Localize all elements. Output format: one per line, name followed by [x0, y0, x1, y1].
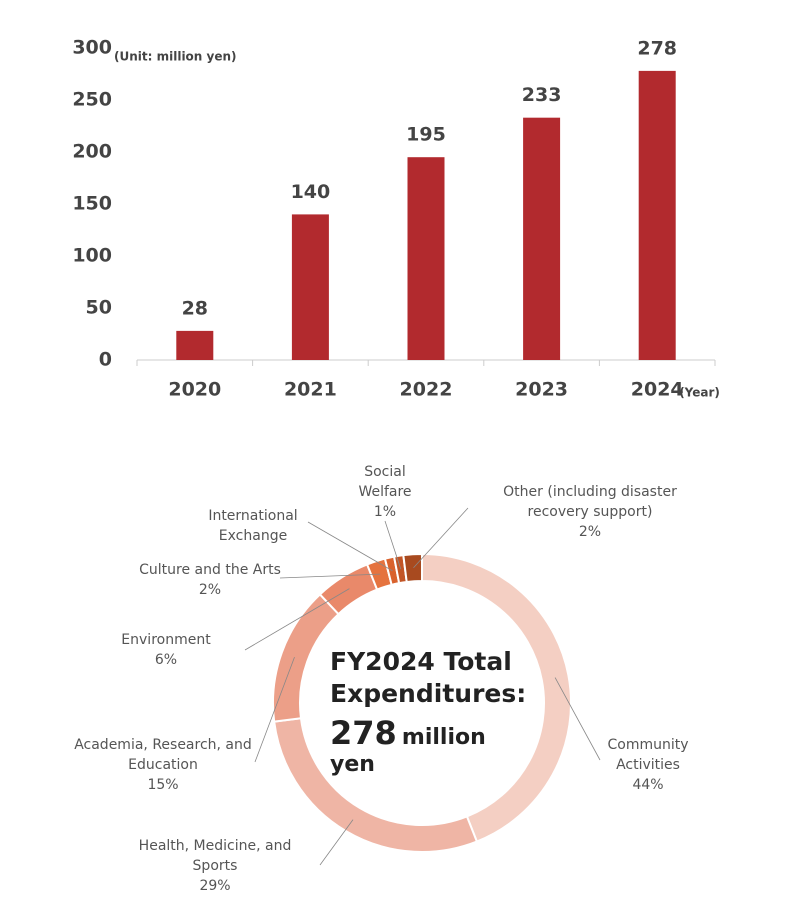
- slice-label: Community Activities 44%: [593, 735, 703, 795]
- slice-label: Culture and the Arts 2%: [125, 560, 295, 600]
- center-total: 278 million yen: [330, 714, 530, 777]
- unit-label: (Unit: million yen): [114, 50, 237, 64]
- percent-label: 15%: [147, 777, 179, 793]
- slice-label: International Exchange: [198, 506, 308, 546]
- category-label: Other (including disaster recovery suppo…: [503, 484, 677, 520]
- x-tick-label: 2022: [400, 379, 453, 401]
- percent-label: 2%: [578, 524, 602, 540]
- center-title: FY2024 Total Expenditures:: [330, 647, 527, 708]
- leader-line: [279, 573, 381, 579]
- leader-line: [554, 677, 601, 761]
- slice-label: Academia, Research, and Education 15%: [68, 735, 258, 795]
- slice-label: Social Welfare 1%: [350, 462, 420, 522]
- x-tick-label: 2023: [515, 379, 568, 401]
- value-label: 140: [291, 181, 331, 203]
- category-label: Health, Medicine, and Sports: [138, 838, 292, 874]
- value-label: 233: [522, 84, 562, 106]
- percent-label: 2%: [198, 582, 222, 598]
- x-unit-label: (Year): [679, 386, 720, 400]
- bar: [523, 117, 561, 361]
- x-tick-label: 2024: [631, 379, 684, 401]
- percent-label: 6%: [154, 652, 178, 668]
- donut-slice: [402, 552, 423, 584]
- donut-slice: [272, 592, 340, 723]
- value-label: 278: [637, 37, 677, 59]
- y-tick-label: 0: [99, 349, 112, 371]
- total-unit: million yen: [330, 725, 486, 777]
- category-label: Academia, Research, and Education: [74, 737, 252, 773]
- y-tick-label: 200: [72, 141, 112, 163]
- percent-label: 44%: [632, 777, 664, 793]
- category-label: Environment: [121, 632, 211, 648]
- bar: [638, 70, 676, 360]
- category-label: Community Activities: [607, 737, 689, 773]
- total-value: 278: [330, 714, 397, 752]
- bar: [176, 330, 214, 360]
- y-tick-label: 300: [72, 37, 112, 59]
- y-tick-label: 150: [72, 193, 112, 215]
- leader-line: [384, 520, 402, 570]
- leader-line: [307, 521, 393, 572]
- value-label: 28: [182, 297, 208, 319]
- leader-line: [413, 507, 469, 569]
- y-tick-label: 100: [72, 245, 112, 267]
- slice-label: Other (including disaster recovery suppo…: [490, 482, 690, 542]
- x-tick-label: 2020: [168, 379, 221, 401]
- bar: [291, 214, 329, 360]
- y-tick-label: 50: [86, 297, 112, 319]
- category-label: Culture and the Arts: [139, 562, 281, 578]
- leader-line: [244, 588, 350, 651]
- category-label: International Exchange: [208, 508, 298, 544]
- slice-label: Environment 6%: [106, 630, 226, 670]
- donut-center: FY2024 Total Expenditures: 278 million y…: [330, 646, 530, 777]
- slice-label: Health, Medicine, and Sports 29%: [130, 836, 300, 896]
- bar: [407, 157, 445, 360]
- leader-line: [319, 819, 354, 866]
- y-tick-label: 250: [72, 89, 112, 111]
- x-tick-label: 2021: [284, 379, 337, 401]
- value-label: 195: [406, 124, 446, 146]
- category-label: Social Welfare: [358, 464, 412, 500]
- percent-label: 1%: [373, 504, 397, 520]
- leader-line: [254, 656, 295, 763]
- percent-label: 29%: [199, 878, 231, 894]
